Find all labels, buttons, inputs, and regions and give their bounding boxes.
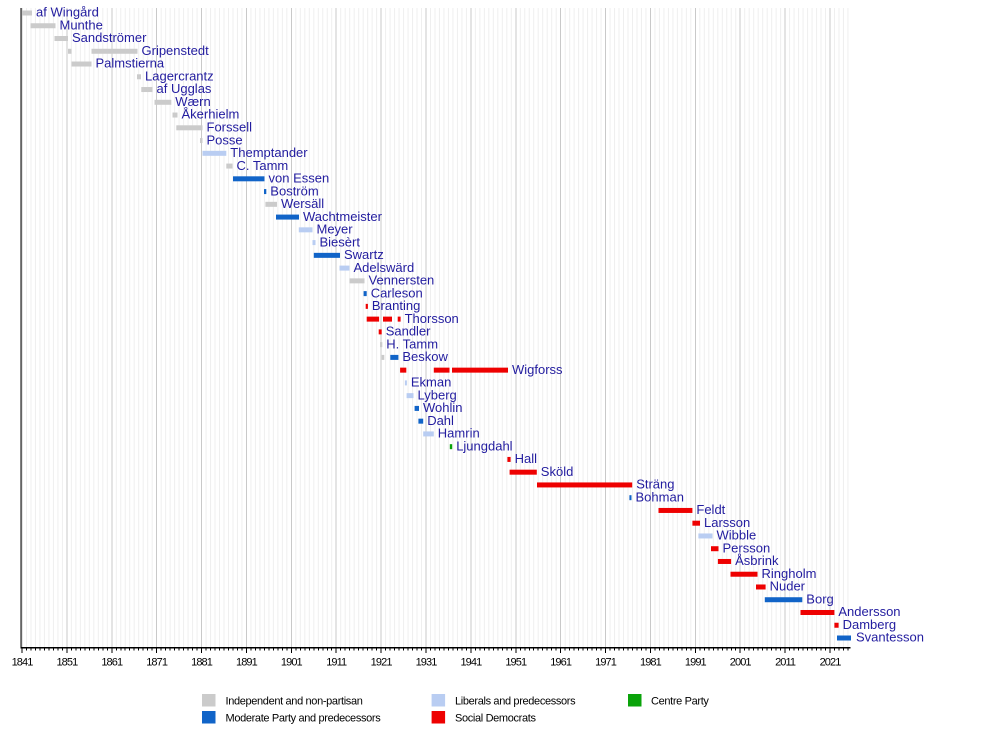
svg-text:Adelswärd: Adelswärd [354, 260, 415, 275]
svg-text:Social Democrats: Social Democrats [455, 712, 536, 724]
svg-text:Hamrin: Hamrin [438, 426, 480, 441]
svg-text:Wigforss: Wigforss [512, 362, 563, 377]
svg-text:Borg: Borg [806, 591, 833, 606]
svg-text:H. Tamm: H. Tamm [386, 336, 438, 351]
svg-text:Svantesson: Svantesson [856, 630, 924, 645]
svg-text:Ljungdahl: Ljungdahl [456, 438, 512, 453]
svg-text:Åkerhielm: Åkerhielm [182, 107, 240, 122]
svg-text:Persson: Persson [723, 540, 771, 555]
svg-text:Sandler: Sandler [386, 324, 431, 339]
svg-text:Munthe: Munthe [60, 17, 103, 32]
svg-text:1921: 1921 [371, 657, 393, 669]
svg-text:1941: 1941 [460, 657, 482, 669]
svg-text:C. Tamm: C. Tamm [237, 158, 289, 173]
svg-text:Carleson: Carleson [371, 285, 423, 300]
svg-text:Gripenstedt: Gripenstedt [142, 43, 210, 58]
svg-text:1881: 1881 [191, 657, 213, 669]
svg-text:Nuder: Nuder [770, 579, 806, 594]
svg-text:Wærn: Wærn [175, 94, 210, 109]
svg-text:Wersäll: Wersäll [281, 196, 324, 211]
svg-text:1951: 1951 [505, 657, 527, 669]
svg-text:Thorsson: Thorsson [405, 311, 459, 326]
svg-text:Independent and non-partisan: Independent and non-partisan [226, 695, 363, 707]
svg-text:2011: 2011 [775, 657, 796, 669]
svg-text:1911: 1911 [326, 657, 347, 669]
svg-text:Larsson: Larsson [704, 515, 750, 530]
svg-text:1901: 1901 [281, 657, 303, 669]
svg-text:1971: 1971 [595, 657, 617, 669]
svg-text:Vennersten: Vennersten [369, 273, 435, 288]
svg-text:1961: 1961 [550, 657, 572, 669]
svg-text:Wibble: Wibble [717, 528, 757, 543]
svg-text:Feldt: Feldt [696, 502, 725, 517]
svg-text:Palmstierna: Palmstierna [96, 56, 165, 71]
svg-text:Wohlin: Wohlin [423, 400, 463, 415]
svg-text:af Wingård: af Wingård [36, 5, 99, 20]
svg-text:Sköld: Sköld [541, 464, 574, 479]
svg-text:Beskow: Beskow [402, 349, 448, 364]
svg-text:Branting: Branting [372, 298, 420, 313]
svg-text:1841: 1841 [12, 657, 34, 669]
svg-text:Posse: Posse [207, 132, 243, 147]
svg-text:Boström: Boström [270, 183, 318, 198]
svg-text:1931: 1931 [416, 657, 438, 669]
svg-text:Lyberg: Lyberg [418, 387, 457, 402]
svg-text:1871: 1871 [146, 657, 168, 669]
svg-text:1861: 1861 [101, 657, 123, 669]
svg-text:Ekman: Ekman [411, 375, 451, 390]
svg-text:Ringholm: Ringholm [762, 566, 817, 581]
svg-text:Hall: Hall [515, 451, 538, 466]
svg-text:Damberg: Damberg [843, 617, 896, 632]
svg-text:Dahl: Dahl [427, 413, 454, 428]
svg-text:Centre Party: Centre Party [651, 695, 709, 707]
svg-text:Åsbrink: Åsbrink [735, 553, 779, 568]
svg-text:Andersson: Andersson [838, 604, 900, 619]
svg-text:Swartz: Swartz [344, 247, 384, 262]
svg-text:2021: 2021 [820, 657, 842, 669]
svg-text:Lagercrantz: Lagercrantz [145, 68, 214, 83]
svg-text:von Essen: von Essen [269, 171, 330, 186]
svg-text:1891: 1891 [236, 657, 258, 669]
svg-text:Bohman: Bohman [636, 489, 684, 504]
svg-text:Liberals and predecessors: Liberals and predecessors [455, 695, 576, 707]
svg-text:1991: 1991 [685, 657, 707, 669]
svg-text:Biesèrt: Biesèrt [320, 234, 361, 249]
svg-text:2001: 2001 [730, 657, 752, 669]
svg-text:Themptander: Themptander [230, 145, 308, 160]
svg-text:Meyer: Meyer [317, 222, 354, 237]
svg-text:Moderate Party and predecessor: Moderate Party and predecessors [226, 712, 382, 724]
svg-text:Sträng: Sträng [636, 477, 674, 492]
svg-text:Forssell: Forssell [207, 120, 253, 135]
svg-text:af Ugglas: af Ugglas [157, 81, 212, 96]
svg-text:Wachtmeister: Wachtmeister [303, 209, 383, 224]
svg-text:1851: 1851 [56, 657, 78, 669]
svg-text:Sandströmer: Sandströmer [72, 30, 147, 45]
svg-text:1981: 1981 [640, 657, 662, 669]
